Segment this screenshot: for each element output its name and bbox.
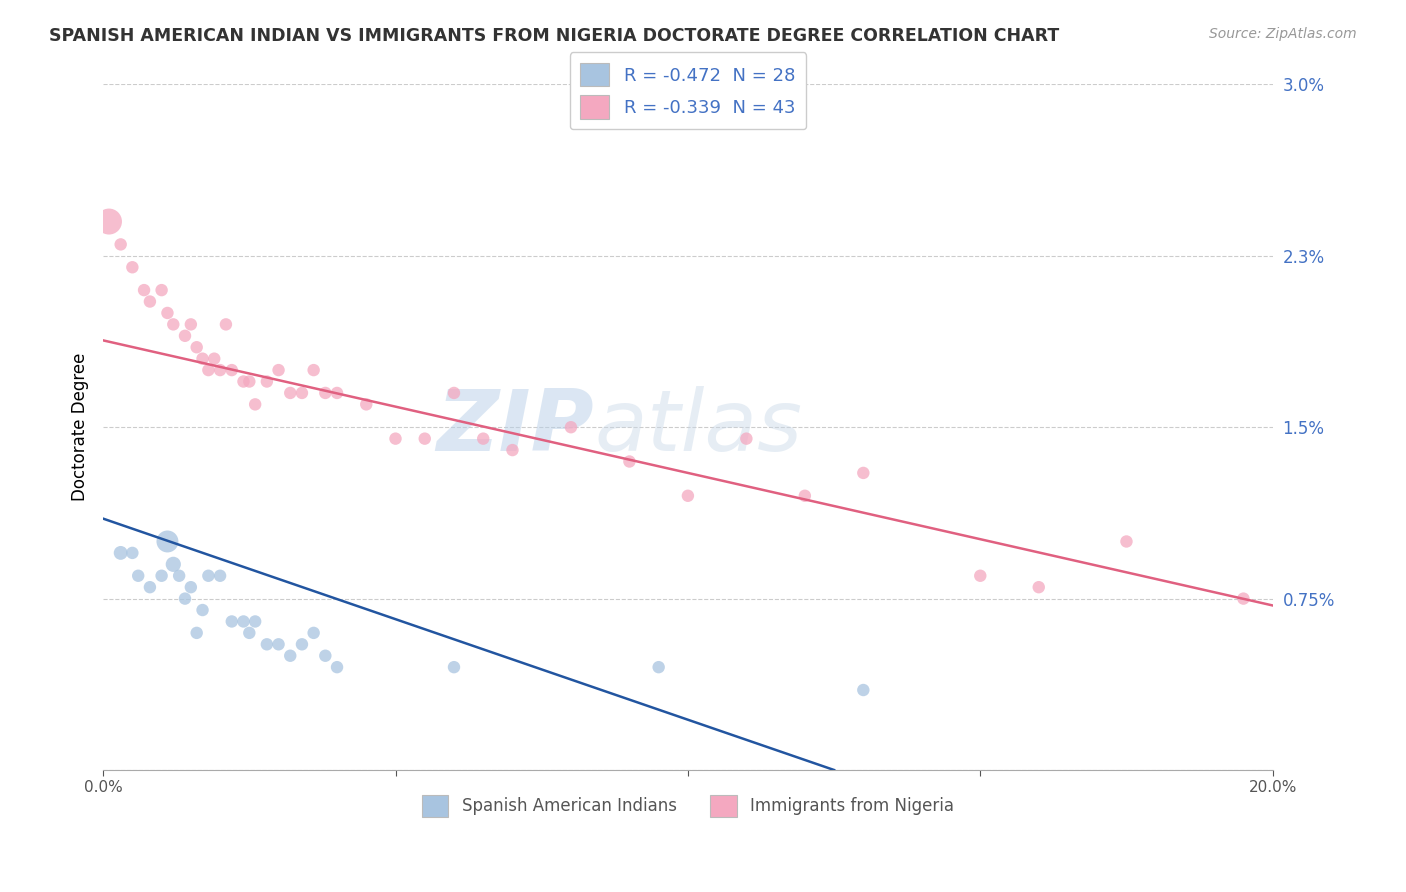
Point xyxy=(127,568,149,582)
Point xyxy=(215,318,238,332)
Point xyxy=(1232,591,1254,606)
Point xyxy=(209,363,232,377)
Point xyxy=(326,660,349,674)
Point xyxy=(238,375,260,389)
Point xyxy=(472,432,495,446)
Point xyxy=(852,683,875,698)
Point xyxy=(278,386,301,401)
Point xyxy=(150,283,173,297)
Point xyxy=(326,386,349,401)
Point xyxy=(238,626,260,640)
Point xyxy=(267,637,290,651)
Point xyxy=(647,660,669,674)
Point xyxy=(221,615,243,629)
Point xyxy=(121,260,143,275)
Point xyxy=(302,626,325,640)
Point xyxy=(139,294,162,309)
Legend: Spanish American Indians, Immigrants from Nigeria: Spanish American Indians, Immigrants fro… xyxy=(415,789,960,823)
Text: ZIP: ZIP xyxy=(437,385,595,468)
Text: atlas: atlas xyxy=(595,385,803,468)
Point xyxy=(735,432,758,446)
Point xyxy=(278,648,301,663)
Point xyxy=(356,397,378,411)
Point xyxy=(191,351,214,366)
Point xyxy=(132,283,155,297)
Point xyxy=(98,214,121,228)
Point xyxy=(191,603,214,617)
Y-axis label: Doctorate Degree: Doctorate Degree xyxy=(72,353,89,501)
Point xyxy=(197,568,219,582)
Point xyxy=(384,432,406,446)
Point xyxy=(267,363,290,377)
Point xyxy=(186,340,208,354)
Point xyxy=(139,580,162,594)
Point xyxy=(156,534,179,549)
Point xyxy=(180,580,202,594)
Point xyxy=(969,568,991,582)
Point xyxy=(291,637,314,651)
Point xyxy=(162,558,184,572)
Point xyxy=(243,397,266,411)
Point xyxy=(221,363,243,377)
Point xyxy=(121,546,143,560)
Point xyxy=(501,443,523,458)
Point xyxy=(186,626,208,640)
Point xyxy=(110,237,132,252)
Point xyxy=(110,546,132,560)
Point xyxy=(202,351,225,366)
Point xyxy=(197,363,219,377)
Point xyxy=(793,489,815,503)
Point xyxy=(314,386,336,401)
Point xyxy=(174,591,197,606)
Point xyxy=(852,466,875,480)
Point xyxy=(1115,534,1137,549)
Point xyxy=(232,615,254,629)
Point xyxy=(256,375,278,389)
Point xyxy=(314,648,336,663)
Point xyxy=(209,568,232,582)
Point xyxy=(619,454,641,468)
Point xyxy=(413,432,436,446)
Point xyxy=(180,318,202,332)
Point xyxy=(443,386,465,401)
Point xyxy=(560,420,582,434)
Point xyxy=(1028,580,1050,594)
Point xyxy=(167,568,190,582)
Text: SPANISH AMERICAN INDIAN VS IMMIGRANTS FROM NIGERIA DOCTORATE DEGREE CORRELATION : SPANISH AMERICAN INDIAN VS IMMIGRANTS FR… xyxy=(49,27,1060,45)
Point xyxy=(676,489,699,503)
Text: Source: ZipAtlas.com: Source: ZipAtlas.com xyxy=(1209,27,1357,41)
Point xyxy=(232,375,254,389)
Point xyxy=(156,306,179,320)
Point xyxy=(443,660,465,674)
Point xyxy=(302,363,325,377)
Point xyxy=(174,328,197,343)
Point xyxy=(256,637,278,651)
Point xyxy=(291,386,314,401)
Point xyxy=(150,568,173,582)
Point xyxy=(243,615,266,629)
Point xyxy=(162,318,184,332)
